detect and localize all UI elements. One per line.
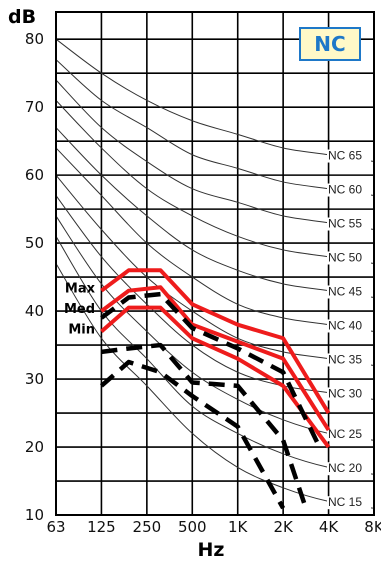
- y-tick-label: 60: [25, 166, 44, 184]
- series-label: Med: [64, 302, 95, 317]
- nc-badge-label: NC: [314, 32, 345, 56]
- grid: [55, 12, 375, 516]
- plot-frame: [55, 11, 375, 516]
- nc-curve: [55, 59, 375, 197]
- nc-curve-label: NC 35: [328, 352, 362, 366]
- x-tick-label: 1K: [228, 518, 249, 536]
- x-tick-label: 4K: [319, 518, 340, 536]
- nc-label-bg: [327, 496, 371, 510]
- nc-label-bg: [327, 428, 371, 442]
- nc-curve-label: NC 25: [328, 427, 362, 441]
- series-line-med: [100, 285, 331, 432]
- nc-curve: [55, 100, 375, 264]
- nc-label-bg: [327, 353, 371, 367]
- nc-label-bg: [327, 251, 371, 265]
- dashed-series-line: [100, 291, 322, 449]
- nc-label-bg: [327, 319, 371, 333]
- x-tick-label: 500: [178, 518, 207, 536]
- nc-curve: [55, 127, 375, 298]
- nc-curve-label: NC 65: [328, 149, 362, 163]
- nc-label-bg: [327, 217, 371, 231]
- nc-curves: [55, 38, 375, 509]
- nc-curve-label: NC 45: [328, 284, 362, 298]
- nc-curve-label: NC 50: [328, 251, 362, 265]
- y-axis-unit: dB: [8, 6, 36, 28]
- series-line-min: [100, 305, 331, 449]
- nc-curve: [55, 174, 375, 366]
- x-axis-unit: Hz: [198, 539, 225, 561]
- y-tick-label: 70: [25, 98, 44, 116]
- nc-label-bg: [327, 387, 371, 401]
- y-tick-label: 30: [25, 370, 44, 388]
- nc-curve-label: NC 40: [328, 318, 362, 332]
- nc-curve-label: NC 60: [328, 183, 362, 197]
- nc-curve-label: NC 20: [328, 461, 362, 475]
- nc-curve-label: NC 30: [328, 386, 362, 400]
- dashed-series-line: [101, 342, 308, 509]
- nc-badge-box: [299, 27, 361, 61]
- nc-curve: [55, 79, 375, 231]
- x-tick-label: 250: [133, 518, 162, 536]
- dashed-series-line: [99, 359, 286, 510]
- nc-curve-labels: NC 65 NC 60 NC 55 NC 50 NC 45 NC 40 NC 35 NC 30…: [327, 149, 371, 510]
- y-axis-ticks: 10 20 30 40 50 60 70 80: [25, 30, 44, 524]
- y-tick-label: 40: [25, 302, 44, 320]
- series-label: Max: [65, 282, 96, 297]
- y-tick-label: 50: [25, 234, 44, 252]
- nc-label-bg: [327, 462, 371, 476]
- measured-series: [99, 268, 331, 510]
- nc-label-bg: [327, 149, 371, 163]
- x-tick-label: 63: [46, 518, 65, 536]
- y-tick-label: 10: [25, 506, 44, 524]
- x-tick-label: 2K: [273, 518, 294, 536]
- nc-curve: [55, 263, 375, 509]
- nc-curve: [55, 38, 375, 163]
- plot-border: [55, 11, 375, 516]
- series-line-max: [100, 268, 331, 415]
- nc-curve: [55, 215, 375, 441]
- nc-label-bg: [327, 183, 371, 197]
- x-tick-label: 8K: [364, 518, 381, 536]
- nc-curve-label: NC 55: [328, 217, 362, 231]
- y-tick-label: 20: [25, 438, 44, 456]
- x-tick-label: 125: [87, 518, 116, 536]
- series-labels: Max Med Min: [64, 282, 96, 338]
- x-axis-ticks: 63 125 250 500 1K 2K 4K 8K: [46, 518, 381, 536]
- nc-curve: [55, 147, 375, 332]
- nc-badge: NC: [299, 27, 361, 61]
- y-tick-label: 80: [25, 30, 44, 48]
- nc-curve: [55, 236, 375, 475]
- nc-curve-label: NC 15: [328, 495, 362, 509]
- nc-label-bg: [327, 285, 371, 299]
- series-label: Min: [68, 322, 95, 337]
- nc-curve: [55, 195, 375, 400]
